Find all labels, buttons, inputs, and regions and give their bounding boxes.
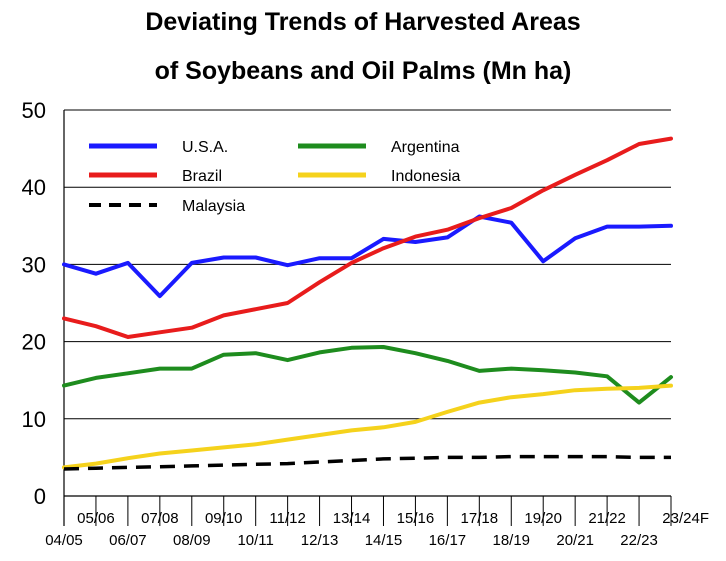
y-tick-label-30: 30	[22, 252, 46, 277]
x-tick-label-23-24F: 23/24F	[662, 510, 709, 527]
series-line-usa	[62, 214, 673, 299]
legend-label-indonesia: Indonesia	[391, 168, 460, 185]
y-axis: 0 10 20 30 40 50	[22, 98, 46, 509]
y-tick-label-10: 10	[22, 407, 46, 432]
series-line-indonesia	[62, 383, 673, 470]
chart-title-line1: Deviating Trends of Harvested Areas	[145, 8, 581, 36]
x-tick-label-16-17: 16/17	[429, 532, 467, 549]
x-tick-label-14-15: 14/15	[365, 532, 403, 549]
legend-label-argentina: Argentina	[391, 139, 460, 156]
x-tick-label-10-11: 10/11	[237, 532, 273, 549]
y-tick-label-50: 50	[22, 98, 46, 123]
series-line-argentina	[62, 345, 673, 405]
x-tick-label-05-06: 05/06	[77, 510, 115, 527]
x-tick-label-21-22: 21/22	[588, 510, 626, 527]
series-line-malaysia	[63, 454, 671, 471]
y-tick-label-40: 40	[22, 175, 46, 200]
x-tick-label-07-08: 07/08	[141, 510, 179, 527]
legend: U.S.A. Brazil Argentina Indonesia Malaysia	[89, 139, 460, 215]
x-tick-label-17-18: 17/18	[461, 510, 499, 527]
series-line-brazil	[62, 136, 673, 339]
x-tick-label-09-10: 09/10	[205, 510, 243, 527]
x-tick-label-20-21: 20/21	[556, 532, 594, 549]
chart-title-line2: of Soybeans and Oil Palms (Mn ha)	[154, 57, 572, 85]
legend-label-brazil: Brazil	[182, 168, 222, 185]
legend-label-malaysia: Malaysia	[182, 198, 245, 215]
x-tick-label-06-07: 06/07	[109, 532, 147, 549]
x-tick-label-11-12: 11/12	[269, 510, 305, 527]
x-tick-label-13-14: 13/14	[333, 510, 371, 527]
x-tick-label-04-05: 04/05	[45, 532, 83, 549]
x-tick-label-15-16: 15/16	[397, 510, 435, 527]
legend-label-usa: U.S.A.	[182, 139, 228, 156]
x-tick-label-12-13: 12/13	[301, 532, 339, 549]
x-tick-label-22-23: 22/23	[620, 532, 658, 549]
x-tick-label-08-09: 08/09	[173, 532, 211, 549]
x-tick-label-19-20: 19/20	[524, 510, 562, 527]
y-tick-label-20: 20	[22, 330, 46, 355]
gridlines	[64, 109, 671, 497]
y-tick-label-0: 0	[34, 484, 46, 509]
series-lines	[62, 136, 673, 471]
x-tick-label-18-19: 18/19	[492, 532, 530, 549]
